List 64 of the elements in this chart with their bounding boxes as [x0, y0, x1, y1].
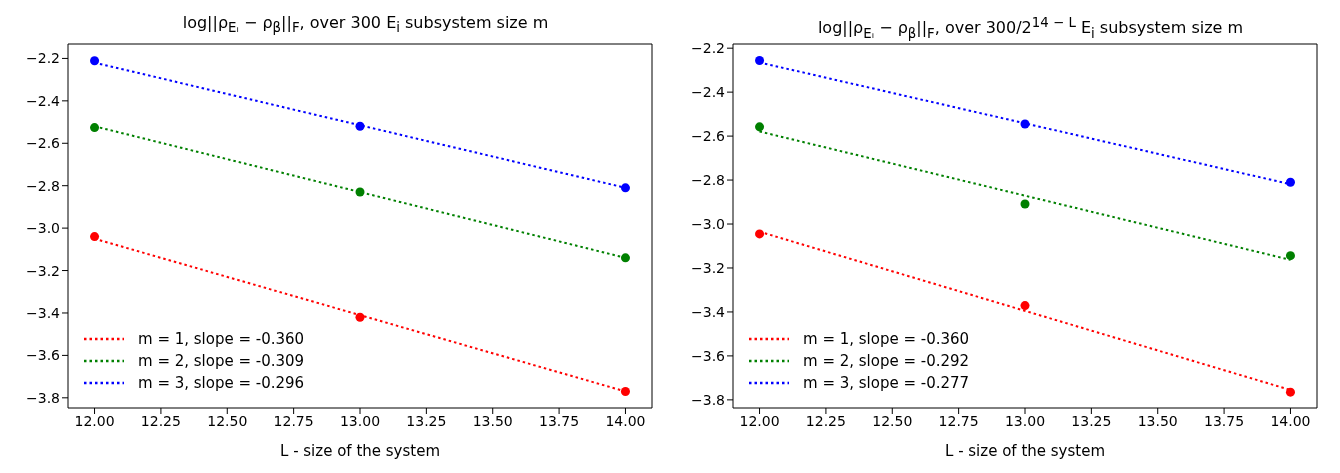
x-tick-label: 12.25	[140, 412, 181, 429]
point	[355, 121, 365, 131]
point	[90, 232, 100, 242]
y-tick-label: −2.8	[26, 177, 60, 194]
x-tick-label: 12.75	[273, 412, 314, 429]
point	[1285, 251, 1295, 261]
legend-label: m = 2, slope = -0.292	[803, 351, 970, 372]
point	[620, 386, 630, 396]
point	[620, 183, 630, 193]
x-tick-label: 12.50	[207, 412, 248, 429]
y-tick-label: −3.4	[26, 304, 61, 321]
x-axis-title: L - size of the system	[945, 442, 1105, 460]
x-tick-label: 12.50	[872, 412, 913, 429]
y-tick-label: −3.8	[691, 391, 725, 408]
point	[1285, 387, 1295, 397]
y-tick-label: −3.4	[691, 303, 726, 320]
point	[755, 122, 765, 132]
x-tick-label: 13.50	[472, 412, 513, 429]
point	[90, 123, 100, 133]
x-tick-label: 14.00	[605, 412, 646, 429]
x-tick-label: 13.75	[1204, 412, 1245, 429]
x-tick-label: 13.25	[1071, 412, 1112, 429]
y-tick-label: −3.0	[26, 220, 60, 237]
chart-title: log||ρ$_{Eᵢ}$ − ρ$_{β}$||$_{F}$, over 300 E$_{i}$ subsystem size m	[182, 13, 549, 36]
y-tick-label: −2.4	[26, 92, 61, 109]
x-tick-label: 13.25	[406, 412, 447, 429]
y-tick-label: −3.8	[26, 389, 60, 406]
y-tick-label: −3.6	[691, 347, 726, 364]
legend-label: m = 2, slope = -0.309	[138, 351, 305, 372]
x-tick-label: 12.00	[739, 412, 780, 429]
x-tick-label: 13.75	[539, 412, 580, 429]
x-tick-label: 13.50	[1137, 412, 1178, 429]
point	[755, 229, 765, 239]
legend-label: m = 1, slope = -0.360	[803, 329, 970, 350]
y-tick-label: −2.2	[26, 50, 60, 67]
point	[1020, 301, 1030, 311]
y-tick-label: −2.6	[691, 128, 726, 145]
point	[355, 312, 365, 322]
point	[355, 187, 365, 197]
x-tick-label: 12.25	[805, 412, 846, 429]
x-tick-label: 13.00	[1004, 412, 1046, 429]
chart-title: log||ρ$_{Eᵢ}$ − ρ$_{β}$||$_{F}$, over 300/2$^{14 − L}$ E$_{i}$ subsystem size m	[817, 15, 1244, 41]
point	[90, 56, 100, 66]
x-tick-label: 12.75	[938, 412, 979, 429]
legend-label: m = 3, slope = -0.277	[803, 373, 970, 394]
y-tick-label: −3.6	[26, 347, 61, 364]
legend-label: m = 1, slope = -0.360	[138, 329, 305, 350]
x-axis-title: L - size of the system	[280, 442, 440, 460]
x-tick-label: 13.00	[339, 412, 381, 429]
legend-label: m = 3, slope = -0.296	[138, 373, 305, 394]
y-tick-label: −3.2	[691, 259, 725, 276]
point	[1020, 119, 1030, 129]
y-tick-label: −2.8	[691, 172, 725, 189]
x-tick-label: 14.00	[1270, 412, 1311, 429]
point	[1020, 199, 1030, 209]
point	[755, 55, 765, 65]
x-tick-label: 12.00	[74, 412, 115, 429]
y-tick-label: −2.6	[26, 135, 61, 152]
point	[620, 253, 630, 263]
point	[1285, 177, 1295, 187]
y-tick-label: −2.2	[691, 40, 725, 57]
y-tick-label: −3.2	[26, 262, 60, 279]
y-tick-label: −2.4	[691, 84, 726, 101]
y-tick-label: −3.0	[691, 215, 725, 232]
